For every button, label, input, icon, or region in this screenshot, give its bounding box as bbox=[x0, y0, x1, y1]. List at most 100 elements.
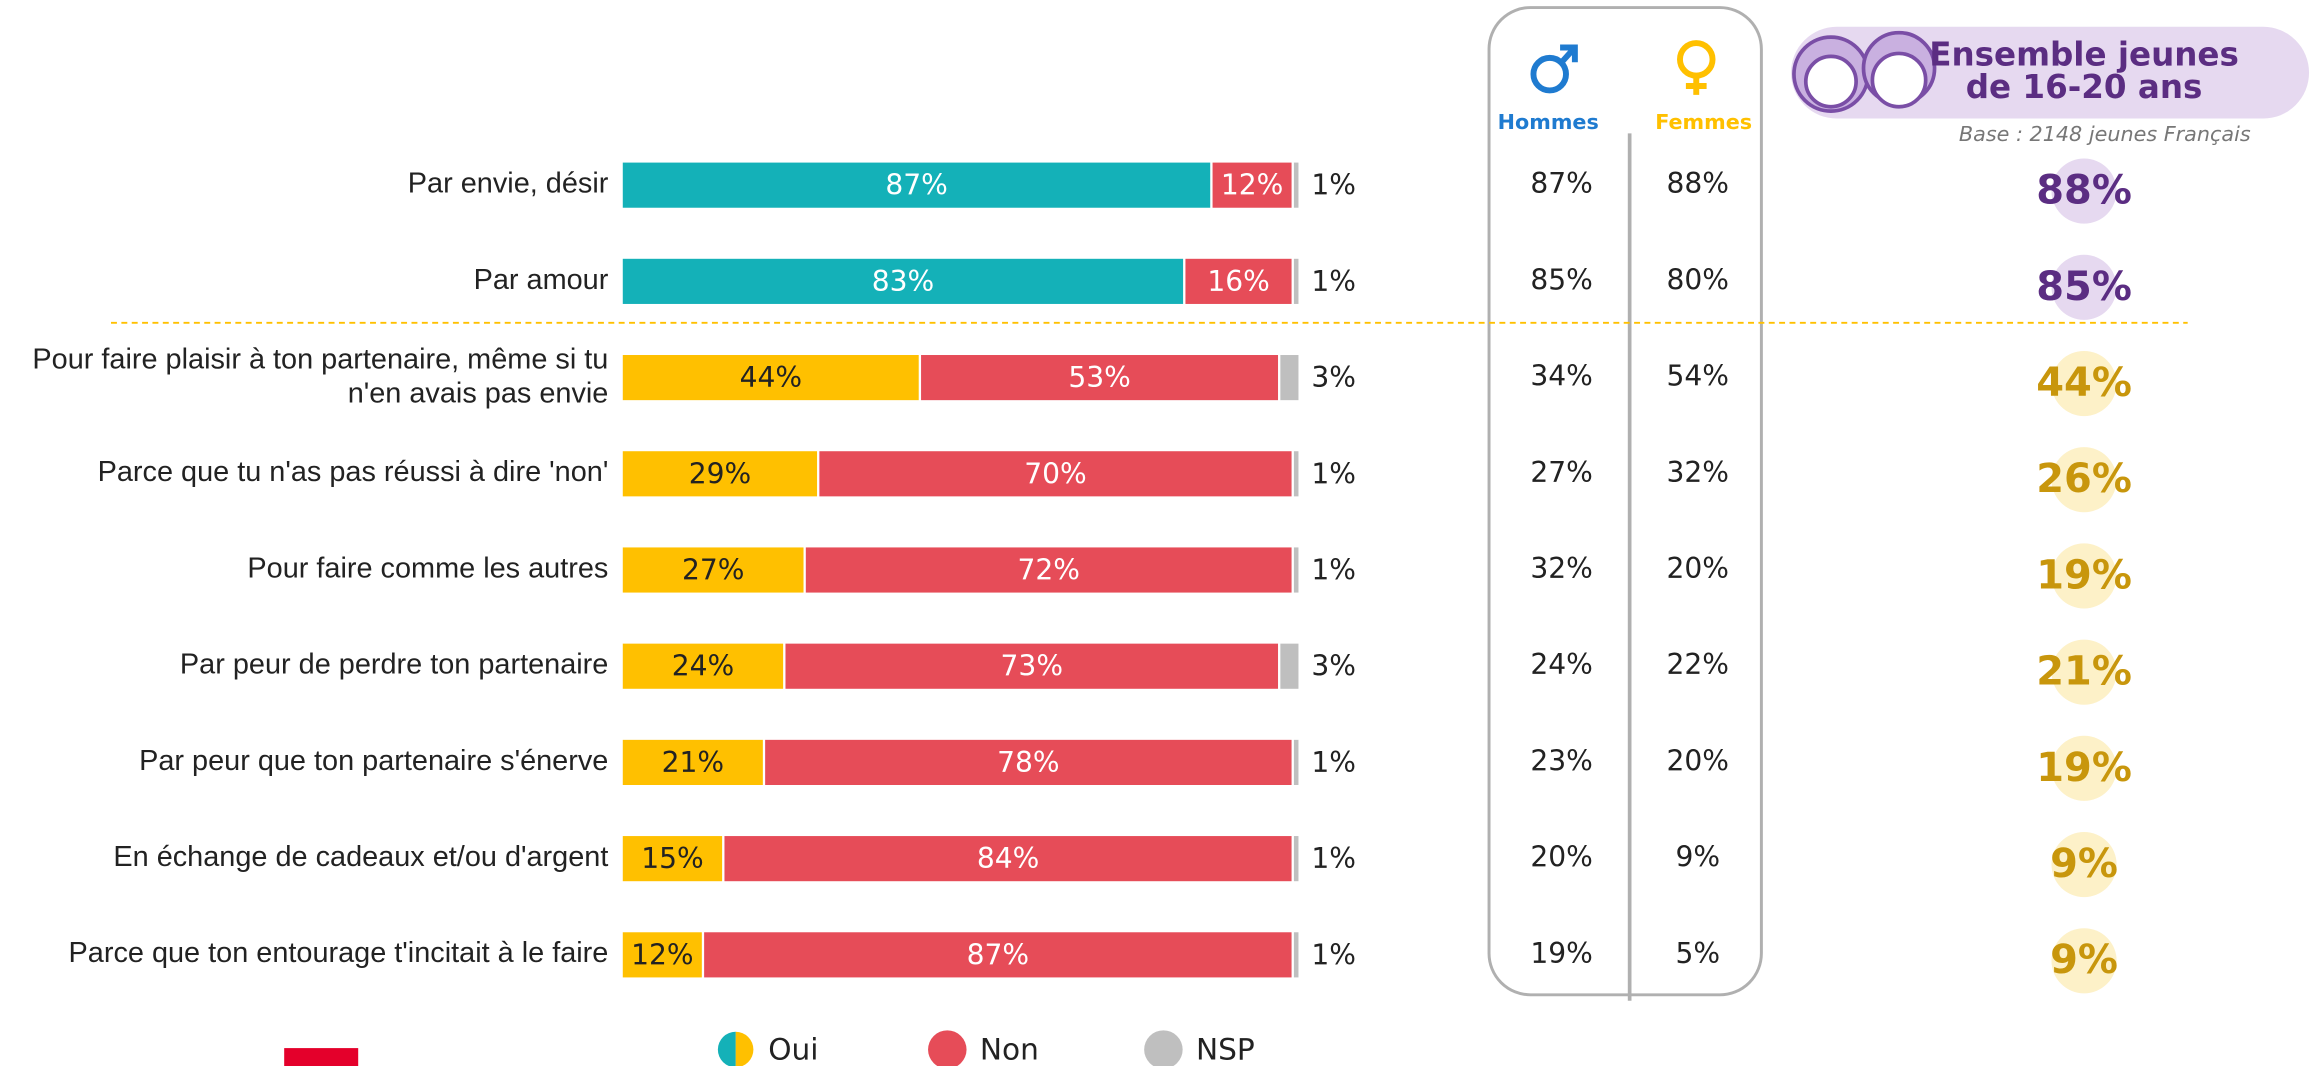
bar-segment bbox=[918, 352, 1281, 403]
value-label: 70% bbox=[1024, 457, 1086, 490]
ensemble-header: de 16-20 ans bbox=[1966, 68, 2203, 106]
bar-segment bbox=[817, 449, 1294, 499]
gender-frame bbox=[1487, 6, 1763, 997]
category-text: En échange de cadeaux et/ou d'argent bbox=[113, 841, 609, 874]
table-value: 23% bbox=[1530, 744, 1592, 777]
ensemble-badge bbox=[2051, 543, 2117, 609]
ensemble-badge bbox=[2051, 735, 2117, 801]
value-label: 24% bbox=[672, 650, 734, 683]
category-text: Par amour bbox=[473, 264, 609, 297]
category-text: Par envie, désir bbox=[407, 167, 609, 201]
bar-segment bbox=[1210, 160, 1294, 210]
value-label: 16% bbox=[1207, 265, 1269, 298]
value-label: 15% bbox=[641, 842, 703, 875]
bar-segment bbox=[620, 160, 1213, 210]
table-value: 19% bbox=[1530, 937, 1592, 970]
category-label: Par amour bbox=[473, 264, 609, 297]
category-label: Parce que ton entourage t'incitait à le … bbox=[68, 937, 609, 971]
bar-segment bbox=[1291, 930, 1301, 980]
value-label: 3% bbox=[1311, 650, 1356, 683]
category-text: Par peur de perdre ton partenaire bbox=[179, 648, 609, 682]
value-label: 87% bbox=[885, 169, 947, 202]
legend-label: Oui bbox=[768, 1033, 818, 1066]
bar-segment bbox=[803, 545, 1294, 595]
table-value: 20% bbox=[1530, 841, 1592, 874]
value-label: 12% bbox=[1221, 169, 1283, 202]
value-label: 1% bbox=[1311, 265, 1356, 298]
category-text: Pour faire plaisir à ton partenaire, mêm… bbox=[32, 342, 609, 411]
ensemble-badge bbox=[2051, 639, 2117, 705]
value-label: 12% bbox=[631, 938, 693, 971]
legend-label: NSP bbox=[1196, 1033, 1255, 1066]
men-header: Hommes bbox=[1498, 110, 1599, 134]
logo bbox=[284, 1048, 359, 1066]
value-label: 21% bbox=[662, 746, 724, 779]
ensemble-header: Ensemble jeunes bbox=[1929, 35, 2239, 73]
table-value: 88% bbox=[1666, 167, 1728, 200]
bar-segment bbox=[620, 930, 705, 980]
value-label: 1% bbox=[1311, 169, 1356, 202]
category-label: Pour faire comme les autres bbox=[247, 552, 609, 586]
value-label: 53% bbox=[1068, 361, 1130, 394]
category-text: Parce que tu n'as pas réussi à dire 'non… bbox=[97, 456, 609, 490]
legend-swatch bbox=[735, 1031, 754, 1066]
value-label: 83% bbox=[872, 265, 934, 298]
value-label: 27% bbox=[682, 553, 744, 586]
ensemble-badge bbox=[2051, 350, 2117, 417]
bar-segment bbox=[620, 352, 922, 403]
bar-segment bbox=[1291, 833, 1301, 884]
legend-swatch bbox=[928, 1030, 967, 1066]
table-value: 27% bbox=[1530, 456, 1592, 489]
category-label: Par peur de perdre ton partenaire bbox=[179, 648, 609, 682]
value-label: 1% bbox=[1311, 938, 1356, 971]
ensemble-value: 26% bbox=[2036, 456, 2132, 502]
category-text: Parce que ton entourage t'incitait à le … bbox=[68, 937, 609, 971]
male-symbol bbox=[1530, 44, 1578, 94]
table-value: 87% bbox=[1530, 167, 1592, 200]
table-value: 20% bbox=[1666, 552, 1728, 585]
value-label: 1% bbox=[1311, 746, 1356, 779]
bar-segment bbox=[620, 256, 1186, 307]
table-value: 5% bbox=[1675, 937, 1720, 970]
bar-segment bbox=[1291, 256, 1301, 307]
bar-segment bbox=[1291, 160, 1301, 210]
ensemble-value: 19% bbox=[2036, 745, 2132, 791]
bar-segment bbox=[762, 737, 1294, 788]
value-label: 1% bbox=[1311, 553, 1356, 586]
bar-segment bbox=[783, 641, 1281, 692]
legend-label: Non bbox=[980, 1033, 1039, 1066]
category-label: Parce que tu n'as pas réussi à dire 'non… bbox=[97, 456, 609, 490]
table-value: 32% bbox=[1666, 456, 1728, 489]
bar-segment bbox=[620, 833, 725, 884]
legend-swatch bbox=[717, 1031, 736, 1066]
table-value: 34% bbox=[1530, 360, 1592, 393]
value-label: 84% bbox=[977, 842, 1039, 875]
category-label: Pour faire plaisir à ton partenaire, mêm… bbox=[32, 342, 609, 411]
table-value: 85% bbox=[1530, 263, 1592, 296]
bar-segment bbox=[1291, 545, 1301, 595]
category-label: Par envie, désir bbox=[407, 167, 609, 201]
table-value: 22% bbox=[1666, 648, 1728, 681]
table-value: 80% bbox=[1666, 263, 1728, 296]
value-label: 78% bbox=[997, 746, 1059, 779]
bar-segment bbox=[1183, 256, 1294, 307]
bar-segment bbox=[1278, 352, 1301, 403]
ensemble-value: 44% bbox=[2036, 360, 2132, 406]
ensemble-value: 21% bbox=[2036, 649, 2132, 695]
value-label: 1% bbox=[1311, 842, 1356, 875]
ensemble-badge bbox=[2051, 831, 2117, 898]
value-label: 72% bbox=[1018, 553, 1080, 586]
value-label: 29% bbox=[689, 457, 751, 490]
table-value: 54% bbox=[1666, 360, 1728, 393]
women-header: Femmes bbox=[1655, 110, 1752, 134]
ensemble-badge bbox=[2051, 447, 2117, 513]
bar-segment bbox=[620, 737, 766, 788]
value-label: 44% bbox=[740, 361, 802, 394]
category-text: Pour faire comme les autres bbox=[247, 552, 609, 586]
category-text: Par peur que ton partenaire s'énerve bbox=[139, 745, 609, 778]
female-symbol bbox=[1677, 40, 1716, 95]
table-value: 9% bbox=[1675, 841, 1720, 874]
value-label: 3% bbox=[1311, 361, 1356, 394]
